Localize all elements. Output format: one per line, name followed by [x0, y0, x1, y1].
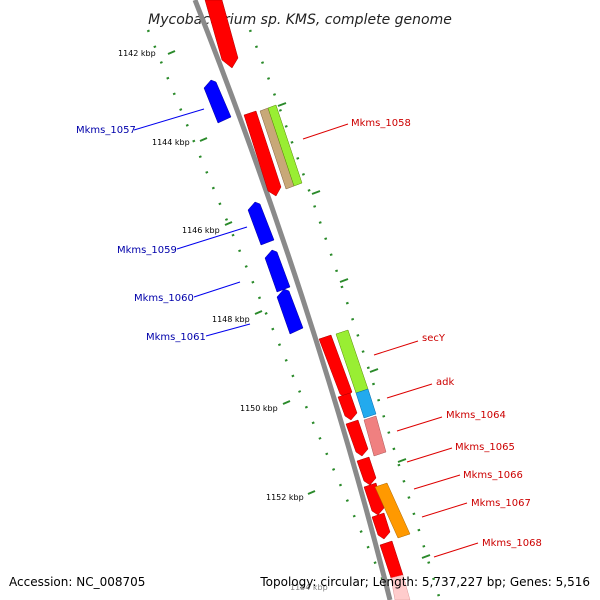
tick-label: 1144 kbp	[152, 138, 190, 147]
cog-bar-mkms-1058-green	[267, 104, 303, 187]
gene-label[interactable]: Mkms_1057	[76, 125, 136, 136]
gene-arrow-bottom-pale[interactable]	[390, 574, 411, 600]
label-mkms-1068[interactable]: Mkms_1068	[433, 538, 542, 558]
gene-label[interactable]: secY	[422, 333, 446, 344]
label-mkms-1064[interactable]: Mkms_1064	[396, 410, 506, 432]
gene-arrow-mkms-1067[interactable]	[371, 512, 391, 540]
gene-arrow-mkms-1057[interactable]	[203, 79, 232, 124]
label-mkms-1059[interactable]: Mkms_1059	[117, 226, 248, 256]
label-adk[interactable]: adk	[386, 377, 454, 399]
gene-arrow-top-partial[interactable]	[204, 0, 239, 69]
gene-label[interactable]: Mkms_1064	[446, 410, 506, 421]
accession-text: Accession: NC_008705	[9, 575, 145, 589]
label-mkms-1060[interactable]: Mkms_1060	[134, 281, 241, 304]
gene-label[interactable]: Mkms_1059	[117, 245, 177, 256]
gene-label[interactable]: Mkms_1067	[471, 498, 531, 509]
tick-1148: 1148 kbp	[212, 310, 263, 324]
tick-1154: 1154 kbp	[290, 583, 328, 592]
gene-label[interactable]: Mkms_1060	[134, 293, 194, 304]
gene-label[interactable]: Mkms_1066	[463, 470, 523, 481]
cog-bar-mkms-1064	[363, 415, 387, 457]
gene-label[interactable]: Mkms_1065	[455, 442, 515, 453]
label-mkms-1067[interactable]: Mkms_1067	[421, 498, 531, 518]
tick-1144: 1144 kbp	[152, 137, 208, 147]
label-mkms-1057[interactable]: Mkms_1057	[76, 108, 205, 136]
map-title: Mycobacterium sp. KMS, complete genome	[148, 12, 452, 28]
tick-label: 1148 kbp	[212, 315, 250, 324]
tick-label: 1150 kbp	[240, 404, 278, 413]
gene-arrow-mkms-1059[interactable]	[247, 201, 275, 246]
tick-1146: 1146 kbp	[182, 221, 233, 235]
label-mkms-1066[interactable]: Mkms_1066	[413, 470, 523, 490]
genome-backbone	[192, 0, 393, 600]
gene-arrow-mkms-1064[interactable]	[345, 419, 369, 457]
gene-arrow-mkms-1060[interactable]	[264, 249, 291, 293]
gene-label[interactable]: Mkms_1061	[146, 332, 206, 343]
gene-label[interactable]: Mkms_1058	[351, 118, 411, 129]
tick-1150: 1150 kbp	[240, 400, 291, 413]
tick-1152: 1152 kbp	[266, 490, 316, 502]
tick-1142: 1142 kbp	[118, 49, 176, 58]
label-mkms-1061[interactable]: Mkms_1061	[146, 323, 251, 343]
cog-bar-mkms-1066-1067	[374, 482, 411, 539]
genome-summary-text: Topology: circular; Length: 5,737,227 bp…	[259, 575, 590, 589]
gene-arrow-mkms-1058[interactable]	[243, 110, 282, 197]
gene-arrow-adk[interactable]	[337, 392, 358, 421]
gene-label[interactable]: adk	[436, 377, 454, 388]
tick-label: 1152 kbp	[266, 493, 304, 502]
label-mkms-1065[interactable]: Mkms_1065	[406, 442, 515, 463]
gene-arrow-mkms-1061[interactable]	[276, 288, 304, 335]
tick-label: 1142 kbp	[118, 49, 156, 58]
gene-label[interactable]: Mkms_1068	[482, 538, 542, 549]
tick-label: 1146 kbp	[182, 226, 220, 235]
label-secy[interactable]: secY	[373, 333, 446, 356]
tick-label: 1154 kbp	[290, 583, 328, 592]
outer-tick-marks	[277, 102, 431, 559]
label-mkms-1058[interactable]: Mkms_1058	[302, 118, 411, 140]
gene-arrow-mkms-1065[interactable]	[356, 456, 377, 486]
gene-arrow-mkms-1066[interactable]	[363, 482, 385, 516]
cog-bar-adk	[355, 388, 377, 419]
